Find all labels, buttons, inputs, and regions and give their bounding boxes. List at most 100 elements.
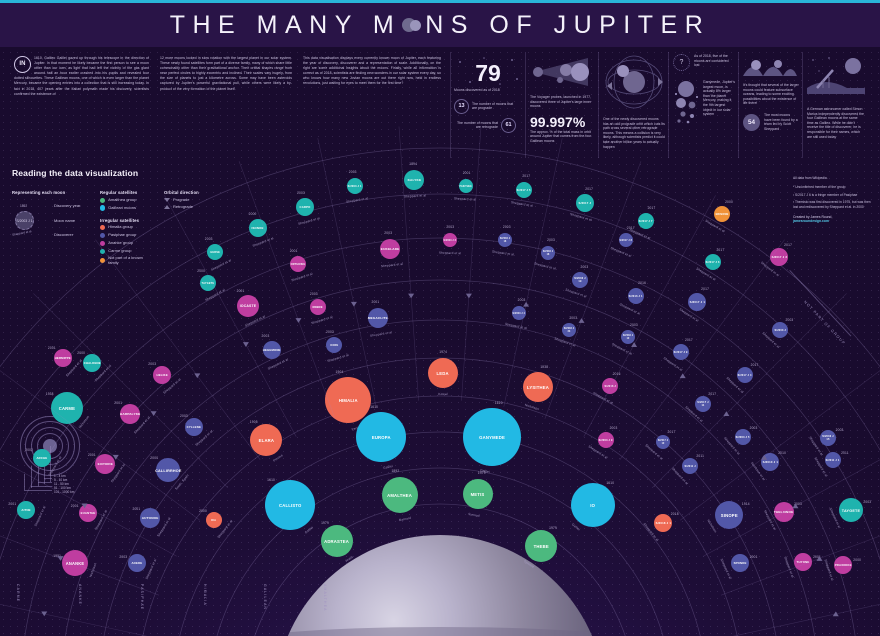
stat-caption: Moons discovered as of 2018: [454, 88, 500, 92]
moon-discovery-year: 2003: [794, 502, 802, 506]
retrograde-count: 61: [501, 117, 516, 133]
moon-discovery-year: 2000: [199, 509, 207, 514]
moon-discovery-year: 1610: [267, 478, 276, 483]
moon-eclipse-icon: [402, 17, 424, 34]
moon-discovery-year: 1905: [249, 419, 258, 424]
sheppard-count-badge: 54: [743, 113, 760, 131]
moon-discovery-year: 2000: [248, 212, 257, 216]
moon-discovery-year: 1951: [53, 554, 62, 559]
moon-discovery-year: 2001: [47, 345, 56, 350]
title-text-after: NS OF JUPITER: [425, 10, 711, 39]
moon-discovery-year: 2011: [841, 450, 849, 455]
moon-discovery-year: 2000: [150, 456, 159, 461]
moon-ganymede[interactable]: GANYMEDE: [463, 408, 521, 466]
ananke-color-swatch: [100, 240, 106, 246]
sample-moon: S/2003 J 1: [15, 211, 34, 230]
moon-discovery-year: 2003: [384, 231, 393, 236]
credit-author: Created by James Round,: [793, 215, 833, 220]
moon-discovery-year: 2003: [569, 315, 578, 320]
moon-europa[interactable]: EUROPA: [356, 412, 406, 462]
moon-discovery-year: 2001: [289, 248, 298, 253]
moon-discovery-year: 2001: [70, 503, 79, 508]
galilean-color-swatch: [100, 205, 106, 211]
stat-subsurface: It's thought that several of the larger …: [743, 54, 799, 131]
intro-column-2: 12 more moons locked in slow rotation wi…: [160, 56, 292, 92]
moon-discovery-year: 2003: [261, 334, 270, 339]
moon-discovery-year: 2016: [638, 281, 647, 286]
moon-discovery-year: 2001: [87, 452, 96, 457]
moon-discovery-year: 1892: [391, 469, 400, 474]
moon-discovery-year: 1610: [370, 404, 379, 409]
moon-discovery-year: 2003: [517, 298, 526, 303]
legend-item-retrograde[interactable]: Retrograde: [164, 204, 224, 210]
moon-discovery-year: 2017: [701, 287, 710, 292]
moon-discovery-year: 2003: [547, 238, 555, 243]
credit-website[interactable]: jamesroundesign.com: [793, 219, 829, 224]
legend-item-pasiphae[interactable]: Pasiphae group: [100, 232, 162, 239]
moon-ananke[interactable]: ANANKE: [62, 550, 88, 576]
moon-discovery-year: 2017: [626, 225, 635, 230]
moon-discovery-year: 1610: [494, 400, 503, 405]
pasiphae-color-swatch: [100, 232, 106, 239]
moon-discovery-year: 2001: [462, 171, 471, 176]
moon-discovery-year: 2003: [119, 554, 128, 559]
prograde-arrow-icon: [164, 197, 170, 202]
moon-discovery-year: 2001: [813, 554, 821, 559]
moon-discovery-year: 2003: [835, 428, 844, 433]
prograde-count: 13: [454, 98, 469, 114]
retrograde-label: The number of moons that are retrograde: [456, 120, 498, 130]
legend-irregular-heading: Irregular satellites: [100, 217, 140, 223]
moon-discovery-year: 2011: [696, 454, 705, 459]
scale-tick-4: 51 - 100 km: [54, 486, 71, 490]
moon-discovery-year: 2017: [647, 206, 656, 211]
stat-lost-moons: ? As of 2018, five of the moons are cons…: [673, 54, 735, 126]
retrograde-arrow-icon: [164, 205, 170, 210]
sheppard-caption: The most moons have been found by a team…: [764, 112, 798, 131]
title-banner: THE MANY M NS OF JUPITER: [0, 3, 880, 47]
legend-item-carme[interactable]: Carme group: [100, 248, 162, 254]
moon-discovery-year: 1894: [409, 162, 418, 167]
moon-discovery-year: 2003: [309, 291, 318, 296]
intro-text-2: 12 more moons locked in slow rotation wi…: [160, 56, 292, 91]
legend-item-ananke[interactable]: Ananke group: [100, 240, 162, 246]
page-title: THE MANY M NS OF JUPITER: [170, 11, 711, 40]
lost-moons-caption: As of 2018, five of the moons are consid…: [694, 54, 729, 68]
legend-label-year: Discovery year: [54, 203, 81, 208]
simon-marius-caption: A German astronomer called Simon Marius …: [807, 107, 865, 139]
axis-label-ananke: ANANKE: [78, 584, 82, 606]
moon-discovery-year: 2003: [348, 170, 357, 175]
moon-discovery-year: 1979: [321, 520, 329, 525]
moon-discovery-year: 2003: [148, 361, 157, 366]
moon-discovery-year: 2000: [853, 558, 862, 563]
stat-collision: One of the newly discovered moons has an…: [603, 54, 665, 149]
footnote-1: * Unconfirmed member of the group: [793, 185, 846, 190]
collision-caption: One of the newly discovered moons has an…: [603, 117, 665, 149]
stat-simon-marius: A German astronomer called Simon Marius …: [807, 54, 865, 139]
intro-text-3: This data visualisation displays every c…: [303, 56, 441, 86]
credit-line: Created by James Round, jamesroundesign.…: [793, 215, 875, 223]
axis-label-galilean: GALILEAN: [263, 584, 267, 611]
ganymede-caption: Ganymede, Jupiter's largest moon, is act…: [703, 80, 735, 117]
moon-himalia[interactable]: HIMALIA: [325, 377, 371, 423]
legend-orbital-heading: Orbital direction: [164, 190, 199, 195]
prograde-label: The number of moons that are prograde: [472, 101, 514, 111]
moon-discovery-year: 2003: [609, 426, 618, 431]
stat-voyager: The Voyager probes, launched in 1977, di…: [530, 54, 594, 144]
legend-item-galilean[interactable]: Galilean moons: [100, 205, 162, 211]
voyager-diagram-icon: [533, 58, 589, 86]
legend-item-himalia[interactable]: Himalia group: [100, 225, 162, 231]
scale-tick-2: 5 - 10 km: [54, 478, 68, 482]
legend-item-amalthea[interactable]: Amalthea group: [100, 197, 162, 203]
stat-total-moons: 79 Moons discovered as of 2018 13 The nu…: [454, 54, 522, 133]
moon-discovery-year: 1904: [335, 370, 344, 375]
axis-label-amalthea: AMALTHEA: [323, 584, 327, 612]
moon-discovery-year: 1979: [477, 471, 486, 476]
legend-item-prograde[interactable]: Prograde: [164, 197, 224, 203]
footnote-3: ² Themisto was first discovered in 1975,…: [793, 200, 871, 209]
moon-discovery-year: 2001: [749, 554, 758, 559]
legend-item-unknown-family[interactable]: Not part of a known family: [100, 255, 162, 265]
mass-percent: 99.997%: [530, 113, 586, 130]
stats-strip: 79 Moons discovered as of 2018 13 The nu…: [450, 50, 880, 162]
